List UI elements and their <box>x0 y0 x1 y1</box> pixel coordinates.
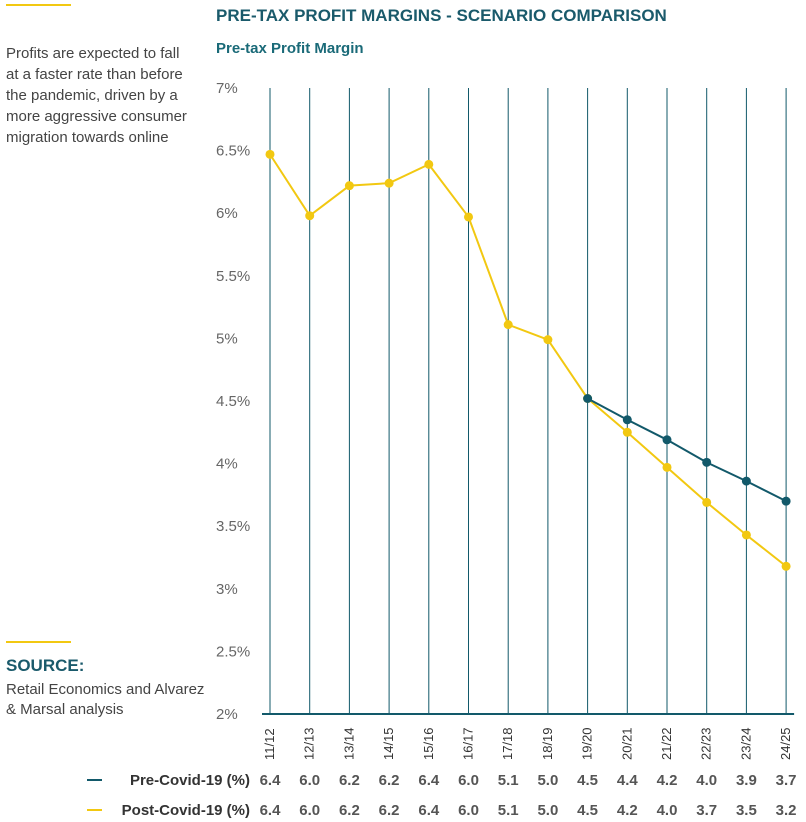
table-value: 6.2 <box>379 802 400 819</box>
top-accent-line <box>6 4 71 6</box>
data-point-post-covid <box>622 427 632 437</box>
x-tick-label: 20/21 <box>619 727 634 760</box>
x-tick-label: 18/19 <box>540 727 555 760</box>
legend-label-post-covid: Post-Covid-19 (%) <box>122 802 250 819</box>
table-value: 4.0 <box>657 802 678 819</box>
y-tick-label: 5% <box>216 330 238 347</box>
table-value: 3.7 <box>696 802 717 819</box>
y-tick-label: 5.5% <box>216 268 250 285</box>
table-value: 4.5 <box>577 772 598 789</box>
y-tick-label: 6.5% <box>216 143 250 160</box>
y-tick-label: 4.5% <box>216 393 250 410</box>
y-tick-label: 2.5% <box>216 643 250 660</box>
table-value: 6.4 <box>260 802 282 819</box>
chart-subtitle: Pre-tax Profit Margin <box>216 40 364 57</box>
table-value: 3.7 <box>776 772 797 789</box>
table-value: 4.5 <box>577 802 598 819</box>
data-point-post-covid <box>265 149 275 159</box>
data-point-post-covid <box>384 178 394 188</box>
table-value: 5.1 <box>498 802 519 819</box>
table-value: 6.2 <box>379 772 400 789</box>
x-tick-label: 13/14 <box>341 727 356 760</box>
x-tick-label: 16/17 <box>461 727 476 760</box>
table-value: 6.4 <box>418 772 440 789</box>
table-value: 4.0 <box>696 772 717 789</box>
chart-title: PRE-TAX PROFIT MARGINS - SCENARIO COMPAR… <box>216 6 667 25</box>
legend-label-pre-covid: Pre-Covid-19 (%) <box>130 772 250 789</box>
y-tick-label: 6% <box>216 205 238 222</box>
table-value: 5.1 <box>498 772 519 789</box>
table-value: 5.0 <box>537 802 558 819</box>
y-tick-label: 7% <box>216 80 238 97</box>
x-tick-label: 19/20 <box>580 727 595 760</box>
table-value: 6.2 <box>339 802 360 819</box>
y-tick-label: 3% <box>216 581 238 598</box>
data-point-post-covid <box>305 211 315 221</box>
x-tick-label: 17/18 <box>500 727 515 760</box>
table-value: 6.4 <box>260 772 282 789</box>
source-heading: SOURCE: <box>6 656 85 675</box>
data-point-pre-covid <box>781 496 791 506</box>
data-point-post-covid <box>344 181 354 191</box>
data-point-post-covid <box>464 212 473 222</box>
data-point-pre-covid <box>662 435 672 445</box>
data-point-post-covid <box>424 159 434 169</box>
x-tick-label: 14/15 <box>381 727 396 760</box>
x-tick-label: 15/16 <box>421 727 436 760</box>
x-tick-label: 24/25 <box>778 727 793 760</box>
y-tick-label: 4% <box>216 456 238 473</box>
table-value: 3.2 <box>776 802 797 819</box>
table-value: 6.2 <box>339 772 360 789</box>
x-tick-label: 23/24 <box>738 727 753 760</box>
table-value: 6.4 <box>418 802 440 819</box>
table-value: 4.2 <box>657 772 678 789</box>
table-value: 6.0 <box>299 802 320 819</box>
data-point-post-covid <box>702 497 712 507</box>
y-tick-label: 3.5% <box>216 518 250 535</box>
table-value: 6.0 <box>458 802 479 819</box>
table-value: 6.0 <box>299 772 320 789</box>
data-point-post-covid <box>662 462 672 472</box>
data-point-post-covid <box>781 561 791 571</box>
x-tick-label: 12/13 <box>302 727 317 760</box>
data-point-pre-covid <box>622 415 632 425</box>
y-tick-label: 2% <box>216 706 238 723</box>
data-point-pre-covid <box>741 476 751 486</box>
table-value: 3.9 <box>736 772 757 789</box>
series-line-pre-covid <box>587 397 787 503</box>
data-point-pre-covid <box>583 393 593 403</box>
data-point-post-covid <box>543 335 553 345</box>
data-point-post-covid <box>741 530 751 540</box>
x-tick-label: 22/23 <box>699 727 714 760</box>
x-tick-label: 11/12 <box>262 728 277 760</box>
table-value: 6.0 <box>458 772 479 789</box>
table-value: 5.0 <box>537 772 558 789</box>
data-point-pre-covid <box>702 457 712 467</box>
data-point-post-covid <box>503 320 513 330</box>
source-accent-line <box>6 641 71 643</box>
table-value: 4.2 <box>617 802 638 819</box>
commentary-text: Profits are expected to fall at a faster… <box>6 45 187 146</box>
x-tick-label: 21/22 <box>659 727 674 760</box>
series-line-post-covid <box>269 153 787 568</box>
table-value: 4.4 <box>617 772 639 789</box>
table-value: 3.5 <box>736 802 757 819</box>
source-text: Retail Economics and Alvarez & Marsal an… <box>6 681 205 718</box>
